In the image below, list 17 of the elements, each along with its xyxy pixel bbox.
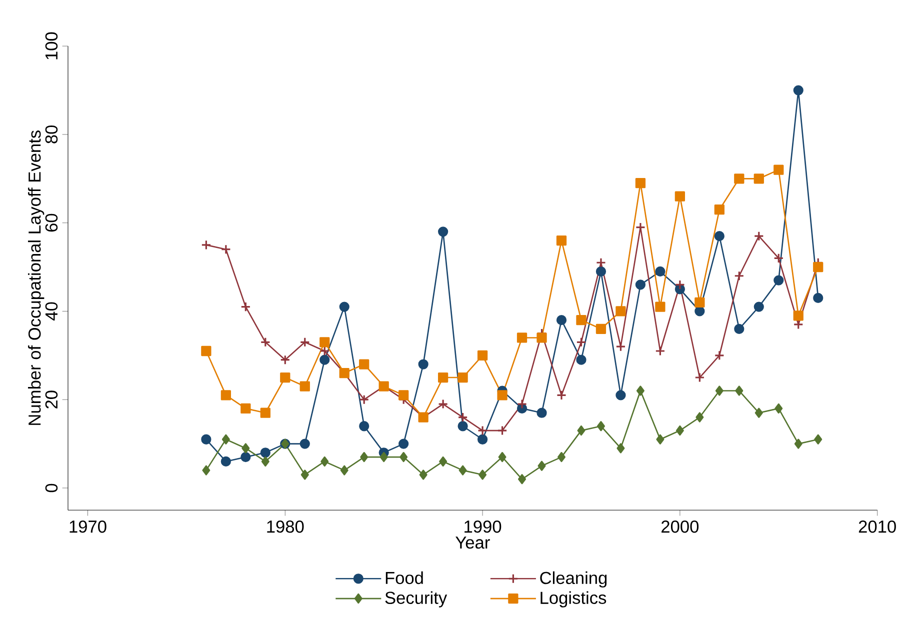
y-axis-title: Number of Occupational Layoff Events [28, 130, 44, 426]
legend-label: Logistics [540, 591, 606, 608]
y-tick-label: 40 [45, 302, 58, 321]
x-tick-label: 1980 [267, 520, 304, 533]
y-tick-label: 60 [45, 214, 58, 232]
legend-label: Security [385, 591, 448, 608]
y-tick-label: 80 [45, 126, 58, 144]
y-tick-label: 20 [45, 390, 58, 409]
legend-label: Food [386, 572, 423, 584]
x-axis-title: Year [456, 536, 490, 549]
legend-label: Cleaning [540, 572, 607, 588]
y-tick-label: 0 [45, 484, 58, 492]
x-tick-label: 1990 [464, 520, 502, 533]
y-tick-label: 100 [45, 32, 58, 60]
x-tick-label: 2000 [662, 520, 699, 533]
x-tick-label: 1970 [70, 520, 106, 533]
x-tick-label: 2010 [858, 520, 896, 533]
